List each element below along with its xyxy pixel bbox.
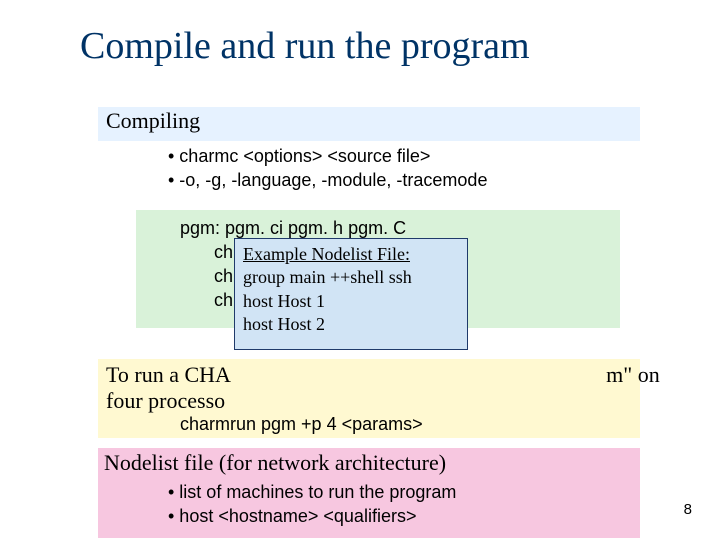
run-line1-suffix: m" on [606, 362, 660, 387]
nodelist-bullets: • list of machines to run the program • … [168, 480, 456, 529]
pgm-ch-2: ch [214, 266, 233, 287]
compiling-bullet-1: • charmc <options> <source file> [168, 144, 487, 168]
run-text-line1: To run a CHA XXXXXXXXXXXXXXXXXXXXXXX m" … [106, 362, 660, 388]
page-number: 8 [684, 501, 692, 518]
pgm-ch-3: ch [214, 290, 233, 311]
pgm-line1: pgm: pgm. ci pgm. h pgm. C [180, 218, 406, 239]
slide-title: Compile and run the program [80, 24, 530, 68]
compiling-bullets: • charmc <options> <source file> • -o, -… [168, 144, 487, 193]
nodelist-bullet-1: • list of machines to run the program [168, 480, 456, 504]
run-text-line2: four processo [106, 388, 225, 414]
example-line-2: host Host 1 [243, 290, 459, 313]
compiling-bullet-2: • -o, -g, -language, -module, -tracemode [168, 168, 487, 192]
pgm-ch-1: ch [214, 242, 233, 263]
run-line1-prefix: To run a CHA [106, 362, 230, 387]
run-command: charmrun pgm +p 4 <params> [180, 414, 423, 435]
example-title: Example Nodelist File: [243, 243, 459, 266]
example-line-1: group main ++shell ssh [243, 266, 459, 289]
nodelist-heading: Nodelist file (for network architecture) [104, 450, 446, 476]
compiling-heading: Compiling [106, 108, 200, 134]
nodelist-bullet-2: • host <hostname> <qualifiers> [168, 504, 456, 528]
example-line-3: host Host 2 [243, 313, 459, 336]
example-nodelist-box: Example Nodelist File: group main ++shel… [234, 238, 468, 350]
